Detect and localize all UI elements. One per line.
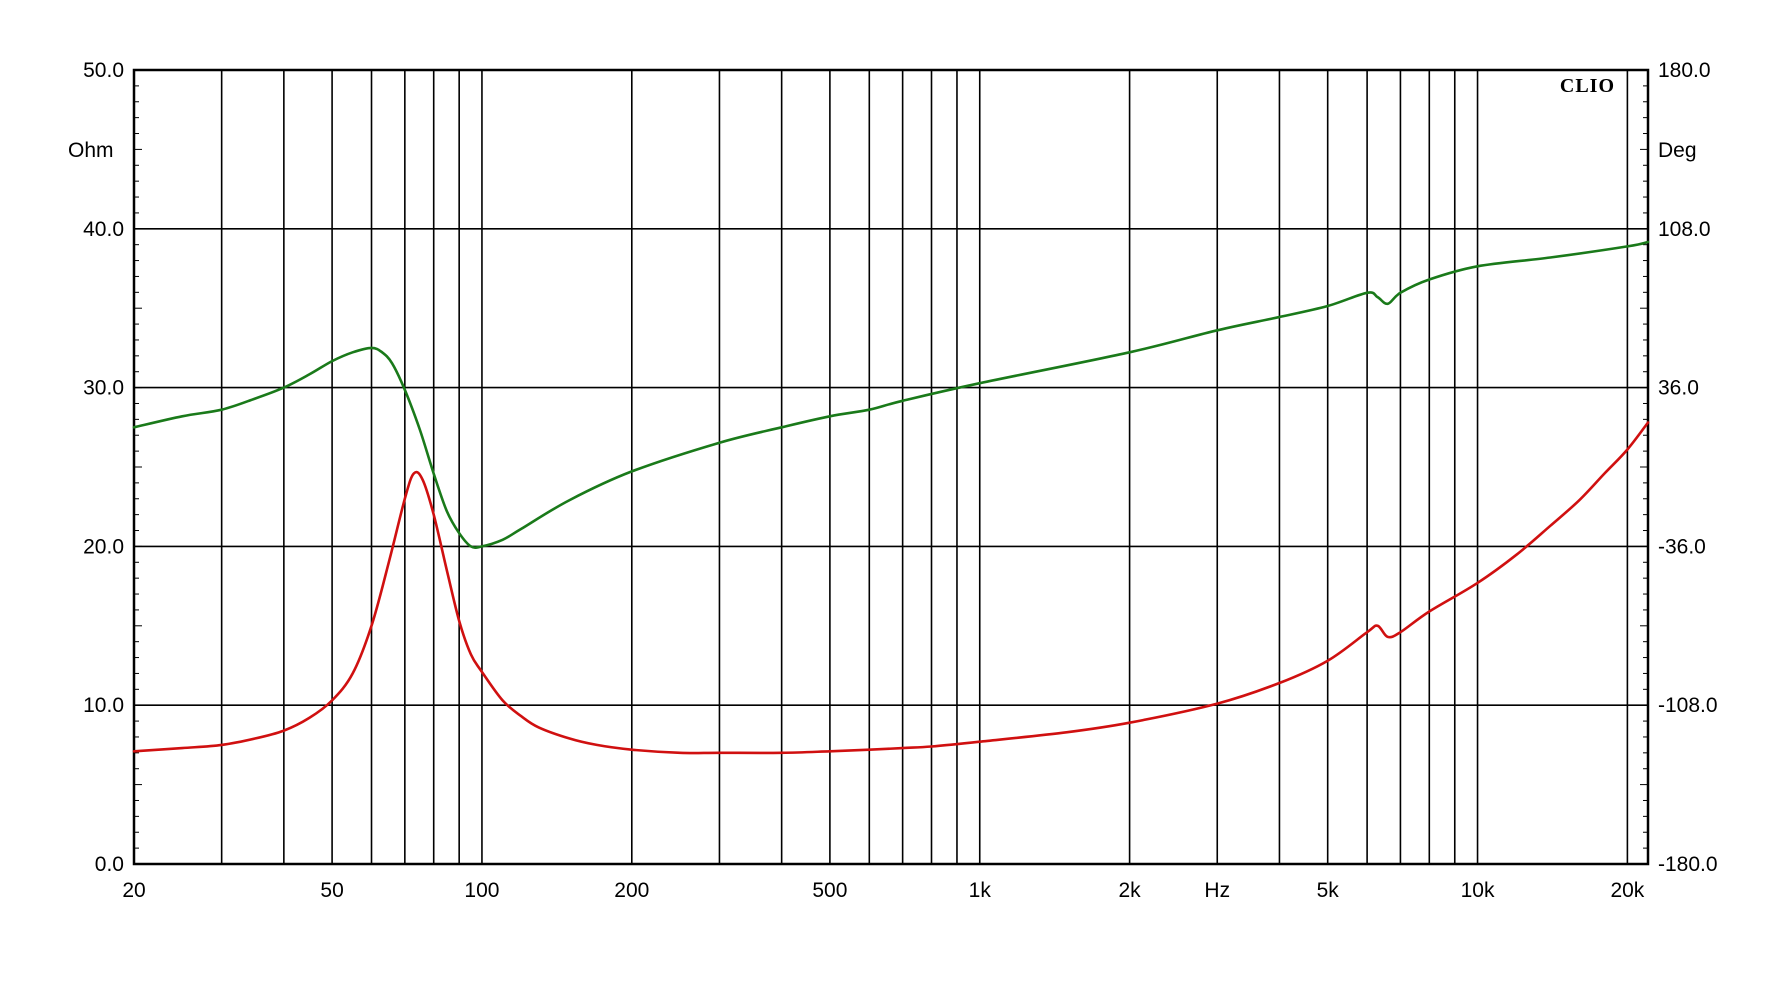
- x-tick-label: 2k: [1119, 879, 1142, 902]
- impedance-series-line: [132, 421, 1650, 755]
- y-left-tick-label: 20.0: [83, 535, 124, 558]
- brand-logo: CLIO: [1560, 75, 1615, 97]
- x-tick-label: 10k: [1461, 879, 1495, 902]
- phase-series-line: [132, 240, 1650, 549]
- y-left-tick-label: 10.0: [83, 694, 124, 717]
- x-tick-label: 20k: [1610, 879, 1644, 902]
- x-tick-label: Hz: [1204, 879, 1230, 902]
- x-tick-label: 5k: [1317, 879, 1340, 902]
- y-right-tick-label: 180.0: [1658, 59, 1711, 82]
- x-tick-label: 20: [122, 879, 145, 902]
- plot-frame: [132, 68, 1650, 866]
- x-tick-label: 50: [320, 879, 343, 902]
- plot-background: [134, 70, 1648, 864]
- series-layer: [132, 240, 1650, 755]
- y-right-unit: Deg: [1658, 139, 1697, 162]
- y-right-tick-label: -180.0: [1658, 853, 1718, 876]
- y-right-tick-label: 108.0: [1658, 218, 1711, 241]
- y-left-tick-label: 50.0: [83, 59, 124, 82]
- y-left-tick-label: 40.0: [83, 218, 124, 241]
- x-tick-label: 500: [812, 879, 847, 902]
- y-right-tick-label: -108.0: [1658, 694, 1718, 717]
- y-right-tick-label: 36.0: [1658, 377, 1699, 400]
- y-right-tick-label: -36.0: [1658, 535, 1706, 558]
- x-tick-label: 1k: [969, 879, 992, 902]
- y-left-unit: Ohm: [68, 139, 114, 162]
- axis-labels: Ohm Deg CLIO 50.0 40.0 30.0 20.0 10.0 0.0 180.…: [68, 59, 1718, 902]
- x-tick-label: 200: [614, 879, 649, 902]
- y-left-tick-label: 30.0: [83, 377, 124, 400]
- x-tick-label: 100: [464, 879, 499, 902]
- y-left-tick-label: 0.0: [95, 853, 124, 876]
